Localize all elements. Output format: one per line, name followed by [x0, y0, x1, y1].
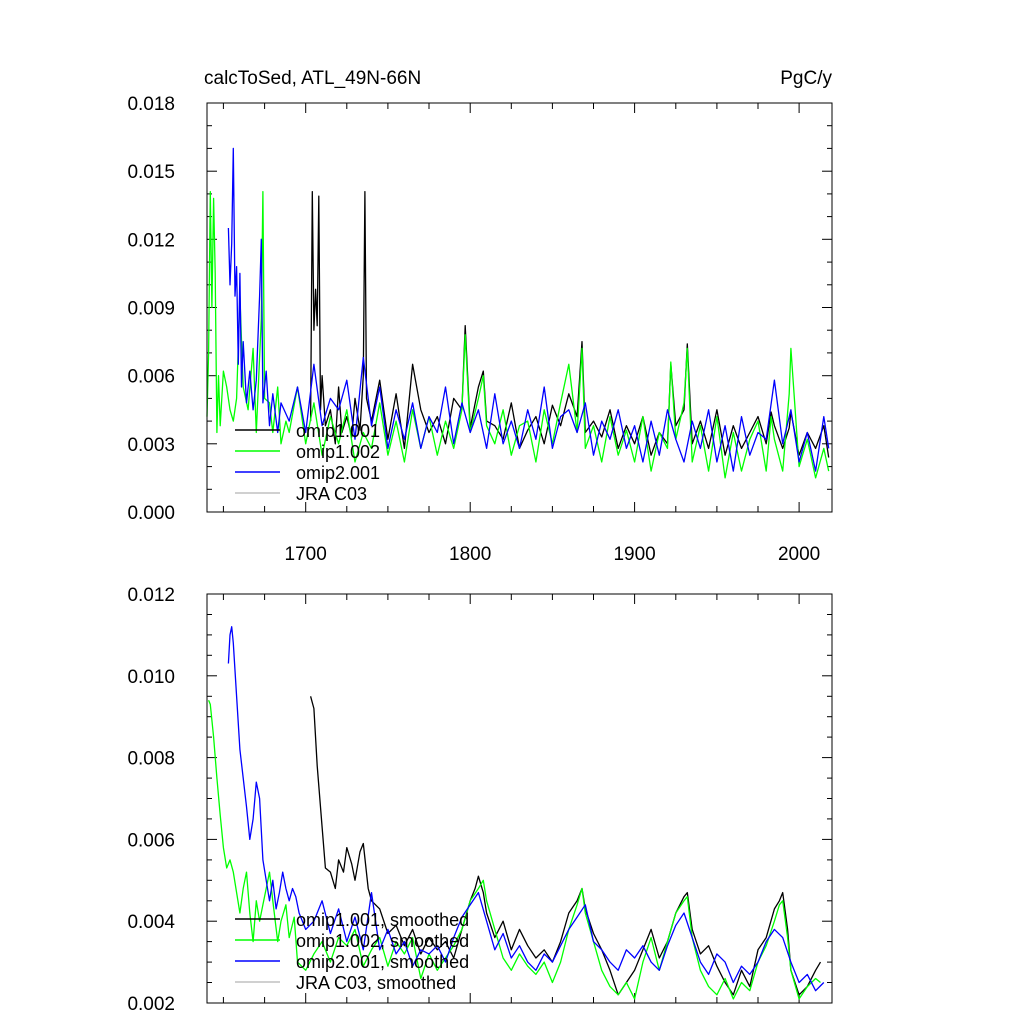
- x-tick-label: 2000: [778, 544, 820, 565]
- legend-label: omip1.001, smoothed: [296, 910, 469, 930]
- y-tick-label: 0.004: [127, 912, 175, 933]
- y-tick-label: 0.008: [127, 749, 175, 770]
- top-chart-series-lines: [206, 147, 830, 479]
- series-line: [207, 700, 821, 1000]
- bottom-panel: 0.002 0.004 0.006 0.008 0.010 0.012 omip1.001…: [127, 585, 833, 1015]
- top-chart-title: calcToSed, ATL_49N-66N: [204, 68, 421, 89]
- series-line: [309, 696, 822, 996]
- y-tick-label: 0.006: [127, 830, 175, 851]
- x-tick-label: 1900: [613, 544, 655, 565]
- y-tick-label: 0.003: [127, 435, 175, 456]
- bottom-plot-frame: [206, 593, 833, 1004]
- series-line: [227, 147, 830, 472]
- legend-label: omip1.001: [296, 421, 380, 441]
- series-line: [309, 190, 830, 458]
- bottom-chart-series-lines: [207, 626, 825, 1000]
- legend-label: omip2.001, smoothed: [296, 952, 469, 972]
- legend-label: omip1.002: [296, 442, 380, 462]
- y-tick-label: 0.009: [127, 299, 175, 320]
- legend-label: omip2.001: [296, 463, 380, 483]
- y-tick-label: 0.010: [127, 667, 175, 688]
- y-tick-label: 0.012: [127, 585, 175, 606]
- y-tick-label: 0.006: [127, 367, 175, 388]
- y-tick-label: 0.002: [127, 994, 175, 1015]
- top-panel: calcToSed, ATL_49N-66N PgC/y 1700 1800 190…: [127, 68, 833, 565]
- top-chart-ticks: 1700 1800 1900 2000 0.000 0.003 0.006 0.009 0.01…: [127, 94, 832, 565]
- y-tick-label: 0.000: [127, 503, 175, 524]
- x-tick-label: 1800: [449, 544, 491, 565]
- top-chart-units: PgC/y: [780, 68, 832, 89]
- top-plot-frame: [206, 102, 833, 513]
- series-line: [227, 626, 825, 992]
- legend-label: omip1.002, smoothed: [296, 931, 469, 951]
- y-tick-label: 0.012: [127, 230, 175, 251]
- legend-label: JRA C03, smoothed: [296, 973, 456, 993]
- y-tick-label: 0.015: [127, 162, 175, 183]
- x-tick-label: 1700: [285, 544, 327, 565]
- legend-label: JRA C03: [296, 484, 367, 504]
- y-tick-label: 0.018: [127, 94, 175, 115]
